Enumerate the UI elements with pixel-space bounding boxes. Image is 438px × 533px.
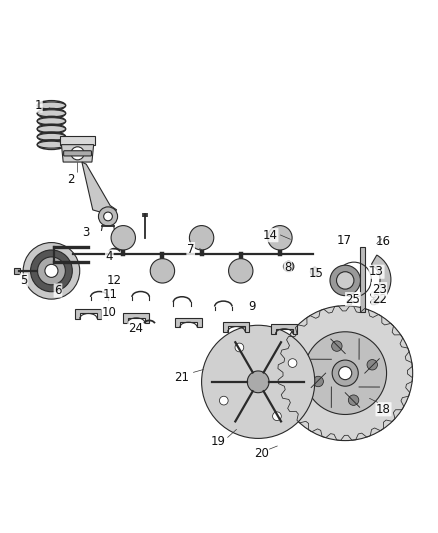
Text: 20: 20	[254, 447, 269, 460]
Circle shape	[304, 332, 387, 415]
Text: 24: 24	[128, 322, 143, 335]
Circle shape	[189, 225, 214, 250]
Polygon shape	[271, 324, 297, 334]
Polygon shape	[176, 318, 201, 327]
Text: 9: 9	[248, 300, 255, 313]
Text: 2: 2	[67, 173, 75, 186]
Text: 13: 13	[369, 265, 384, 278]
Text: 16: 16	[376, 235, 391, 248]
Ellipse shape	[37, 125, 66, 133]
Circle shape	[201, 325, 315, 439]
Circle shape	[99, 207, 117, 226]
Text: 1: 1	[35, 99, 42, 112]
Circle shape	[330, 265, 360, 296]
Text: 21: 21	[174, 371, 190, 384]
Text: 15: 15	[308, 268, 323, 280]
Ellipse shape	[37, 110, 66, 117]
Wedge shape	[371, 255, 391, 304]
Circle shape	[104, 212, 113, 221]
Circle shape	[150, 259, 175, 283]
Polygon shape	[371, 300, 377, 305]
Text: 25: 25	[346, 293, 360, 305]
Circle shape	[332, 341, 342, 351]
Text: 11: 11	[102, 288, 118, 301]
Text: 23: 23	[372, 282, 387, 296]
Text: 17: 17	[337, 234, 352, 247]
Text: 3: 3	[83, 226, 90, 239]
Circle shape	[247, 371, 269, 393]
Circle shape	[272, 412, 281, 421]
Text: 19: 19	[211, 435, 226, 448]
Text: 12: 12	[107, 274, 122, 287]
Circle shape	[71, 147, 84, 160]
Circle shape	[219, 396, 228, 405]
Circle shape	[278, 305, 413, 441]
Text: 4: 4	[106, 250, 113, 263]
Circle shape	[229, 259, 253, 283]
Polygon shape	[61, 144, 94, 162]
Ellipse shape	[37, 141, 66, 148]
Ellipse shape	[37, 102, 66, 109]
Ellipse shape	[37, 118, 66, 125]
Ellipse shape	[37, 133, 66, 140]
Text: 7: 7	[187, 243, 194, 256]
Polygon shape	[371, 292, 377, 297]
Polygon shape	[223, 322, 250, 332]
Circle shape	[45, 264, 58, 277]
Circle shape	[288, 359, 297, 367]
Circle shape	[313, 376, 323, 387]
Circle shape	[348, 395, 359, 406]
FancyBboxPatch shape	[360, 247, 365, 312]
Circle shape	[332, 360, 358, 386]
Circle shape	[367, 360, 378, 370]
Polygon shape	[75, 309, 102, 319]
Text: 5: 5	[20, 274, 28, 287]
Text: 18: 18	[376, 403, 391, 416]
Text: 8: 8	[284, 261, 291, 274]
FancyBboxPatch shape	[14, 268, 20, 274]
Circle shape	[31, 250, 72, 292]
Circle shape	[283, 261, 294, 272]
Text: 6: 6	[54, 284, 62, 297]
Circle shape	[339, 367, 352, 379]
Text: 14: 14	[263, 229, 278, 241]
Polygon shape	[346, 300, 353, 305]
Circle shape	[235, 343, 244, 352]
Polygon shape	[60, 136, 95, 144]
Circle shape	[336, 272, 354, 289]
Polygon shape	[82, 162, 117, 214]
Circle shape	[38, 257, 65, 285]
Text: 10: 10	[102, 306, 117, 319]
Circle shape	[23, 243, 80, 299]
Text: 22: 22	[372, 293, 387, 305]
Circle shape	[311, 268, 319, 276]
Polygon shape	[123, 313, 149, 323]
Circle shape	[268, 225, 292, 250]
Circle shape	[111, 225, 135, 250]
FancyBboxPatch shape	[64, 151, 92, 156]
